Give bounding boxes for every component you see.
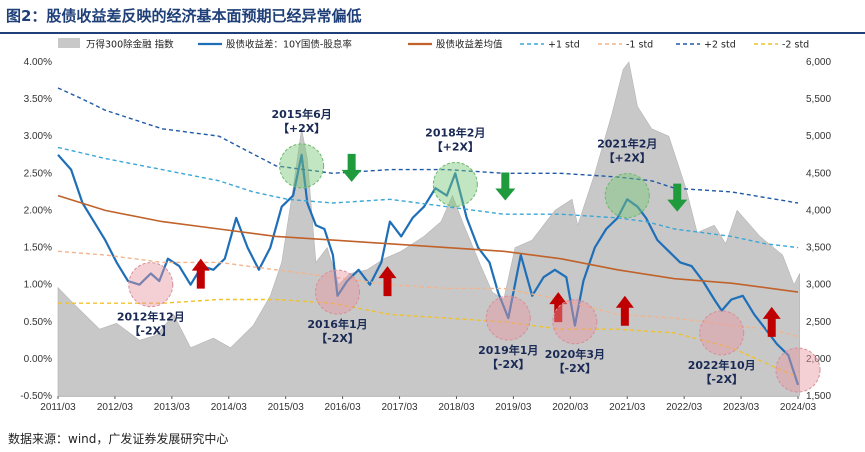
down-arrow-icon: [667, 183, 688, 212]
chart-title: 图2：股债收益差反映的经济基本面预期已经异常偏低: [6, 7, 362, 25]
legend-label: 万得300除金融 指数: [86, 39, 174, 51]
low-marker-circle: [128, 262, 174, 308]
annotation-label: 2021年2月: [597, 137, 657, 151]
annotation-label: 2022年10月: [688, 358, 756, 372]
high-marker-circle: [432, 161, 478, 207]
x-tick-label: 2018/03: [438, 402, 475, 413]
up-arrow-icon: [549, 292, 568, 323]
y-left-tick-label: -0.50%: [20, 391, 52, 402]
low-marker-circle: [699, 310, 745, 356]
annotation-label: 【-2X】: [129, 325, 172, 338]
y-right-tick-label: 2,000: [806, 354, 831, 365]
up-arrow-icon: [191, 258, 210, 289]
legend-label: 股债收益差：10Y国债-股息率: [226, 39, 352, 51]
y-right-tick-label: 6,000: [806, 57, 831, 68]
up-arrow-icon: [615, 295, 634, 326]
annotation-label: 【-2X】: [487, 358, 530, 371]
up-arrow-icon: [378, 266, 397, 297]
y-right-tick-label: 3,500: [806, 243, 831, 254]
series-line-+1-std: [57, 146, 799, 249]
y-left-tick-label: 3.00%: [24, 131, 52, 142]
y-left-tick-label: 1.00%: [24, 280, 52, 291]
title-bar: 图2：股债收益差反映的经济基本面预期已经异常偏低: [0, 0, 865, 34]
annotation-label: 【-2X】: [554, 362, 597, 375]
x-tick-label: 2017/03: [381, 402, 418, 413]
x-tick-label: 2024/03: [780, 402, 817, 413]
annotation-label: 【+2X】: [432, 140, 479, 153]
high-marker-circle: [604, 173, 650, 219]
annotation-label: 2020年3月: [545, 347, 605, 361]
x-tick-label: 2015/03: [268, 402, 305, 413]
y-left-tick-label: 4.00%: [24, 57, 52, 68]
annotation-label: 2016年1月: [307, 317, 367, 331]
y-right-tick-label: 1,500: [806, 391, 831, 402]
x-tick-label: 2020/03: [552, 402, 589, 413]
series-line-1-std: [57, 250, 799, 338]
y-left-tick-label: 1.50%: [24, 243, 52, 254]
series-line-series: [57, 194, 799, 293]
annotation-label: 【-2X】: [700, 373, 743, 386]
legend: 万得300除金融 指数 股债收益差：10Y国债-股息率 股债收益差均值 +1 std -…: [58, 38, 809, 51]
y-right-tick-label: 3,000: [806, 280, 831, 291]
low-marker-circle: [314, 269, 360, 315]
y-left-tick-label: 0.50%: [24, 317, 52, 328]
high-marker-circle: [279, 143, 325, 189]
y-left-tick-label: 3.50%: [24, 94, 52, 105]
down-arrow-icon: [495, 172, 516, 201]
y-right-tick-label: 4,500: [806, 168, 831, 179]
y-right-tick-label: 2,500: [806, 317, 831, 328]
annotation-label: 【+2X】: [604, 152, 651, 165]
down-arrow-icon: [341, 153, 362, 182]
legend-label: +1 std: [548, 40, 580, 51]
series-area-300: [57, 61, 801, 397]
series-line-+2-std: [57, 87, 799, 204]
annotation-label: 2015年6月: [271, 107, 331, 121]
y-left-tick-label: 2.50%: [24, 168, 52, 179]
up-arrow-icon: [762, 306, 781, 337]
chart: 万得300除金融 指数 股债收益差：10Y国债-股息率 股债收益差均值 +1 std -…: [20, 38, 831, 413]
low-marker-circle: [775, 347, 821, 393]
x-tick-label: 2016/03: [325, 402, 362, 413]
series-line-2-std: [58, 298, 799, 379]
x-tick-label: 2014/03: [211, 402, 248, 413]
annotation-label: 【-2X】: [316, 332, 359, 345]
annotation-label: 2019年1月: [478, 343, 538, 357]
annotation-label: 2018年2月: [425, 125, 485, 139]
annotation-label: 2012年12月: [117, 310, 185, 324]
annotation-label: 【+2X】: [278, 122, 325, 135]
legend-label: 股债收益差均值: [436, 39, 503, 51]
plot-area: 4.00% 3.50% 3.00% 2.50% 2.00% 1.50% 1.00% 0.50%…: [20, 57, 831, 413]
legend-swatch-area: [58, 38, 80, 48]
y-right-tick-label: 5,500: [806, 94, 831, 105]
x-tick-label: 2019/03: [495, 402, 532, 413]
y-left-tick-label: 0.00%: [24, 354, 52, 365]
y-right-tick-label: 4,000: [806, 205, 831, 216]
low-marker-circle: [552, 299, 598, 345]
x-tick-label: 2023/03: [723, 402, 760, 413]
legend-label: -2 std: [782, 40, 809, 51]
x-tick-label: 2013/03: [154, 402, 191, 413]
y-right-tick-label: 5,000: [806, 131, 831, 142]
series-line-spread: [57, 153, 800, 386]
x-tick-label: 2022/03: [666, 402, 703, 413]
x-tick-label: 2012/03: [97, 402, 134, 413]
x-tick-label: 2021/03: [609, 402, 646, 413]
x-tick-label: 2011/03: [40, 402, 76, 413]
low-marker-circle: [485, 295, 531, 341]
legend-label: +2 std: [704, 40, 736, 51]
legend-label: -1 std: [626, 40, 653, 51]
y-left-tick-label: 2.00%: [24, 205, 52, 216]
data-source: 数据来源：wind，广发证券发展研究中心: [8, 432, 229, 446]
